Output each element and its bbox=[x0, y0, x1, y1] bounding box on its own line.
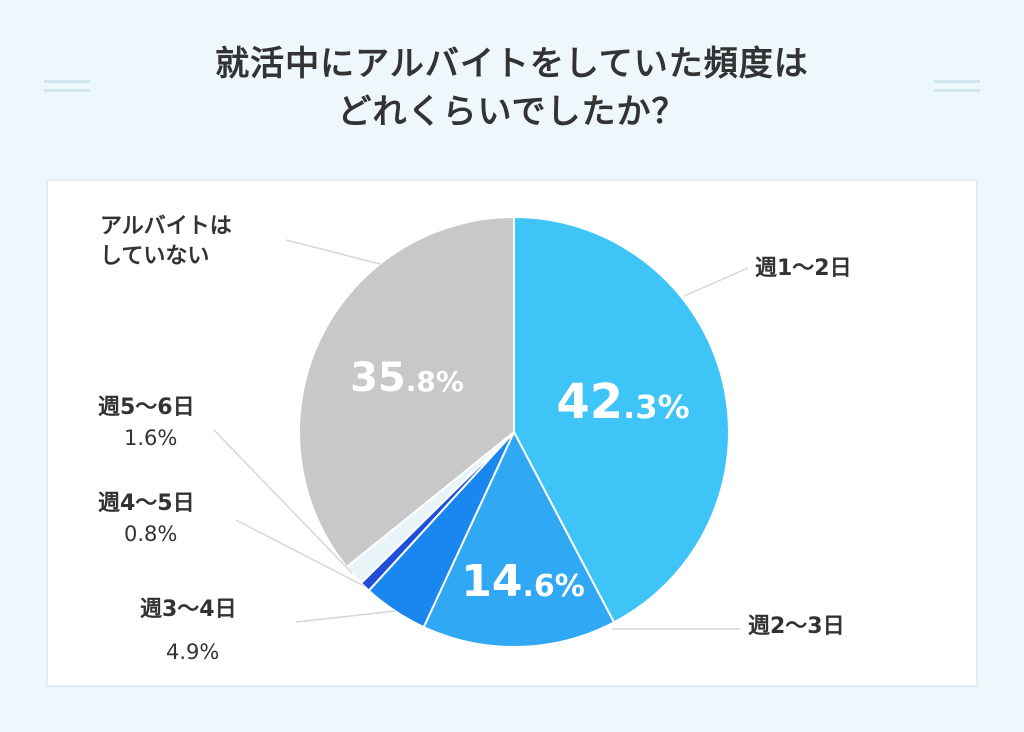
label-week-5-6-pct: 1.6% bbox=[124, 426, 178, 450]
slice-value-int-week-1-2: 42 bbox=[556, 374, 623, 430]
label-no-parttime-line1: アルバイトは bbox=[100, 214, 232, 239]
chart-title: 就活中にアルバイトをしていた頻度は どれくらいでしたか？ bbox=[0, 40, 1024, 136]
label-week-3-4: 週3〜4日 4.9% bbox=[140, 595, 237, 667]
slice-value-int-no-parttime: 35 bbox=[350, 355, 406, 401]
label-week-1-2-text: 週1〜2日 bbox=[755, 256, 852, 281]
leader-line-week-4-5 bbox=[235, 519, 365, 587]
slice-value-dec-no-parttime: .8% bbox=[406, 365, 464, 398]
title-line-1: 就活中にアルバイトをしていた頻度は bbox=[215, 44, 809, 84]
leader-line-no-parttime bbox=[285, 239, 381, 265]
title-decoration-right bbox=[934, 80, 980, 98]
pie-slice-week-2-3 bbox=[422, 429, 616, 648]
label-week-2-3-text: 週2〜3日 bbox=[748, 614, 845, 639]
label-week-5-6: 週5〜6日 1.6% bbox=[98, 393, 195, 453]
slice-value-dec-week-1-2: .3% bbox=[623, 388, 689, 426]
label-week-2-3: 週2〜3日 bbox=[748, 612, 845, 642]
pie-slice-week-1-2 bbox=[513, 215, 730, 624]
slice-value-week-1-2: 42.3% bbox=[556, 374, 689, 430]
label-week-4-5: 週4〜5日 0.8% bbox=[98, 489, 195, 549]
label-no-parttime-line2: していない bbox=[100, 244, 210, 269]
label-week-1-2: 週1〜2日 bbox=[755, 254, 852, 284]
pie-slice-no-parttime bbox=[298, 215, 515, 569]
label-no-parttime: アルバイトは していない bbox=[100, 212, 232, 272]
leader-line-week-3-4 bbox=[295, 610, 396, 623]
title-line-2: どれくらいでしたか？ bbox=[337, 92, 687, 132]
label-week-4-5-text: 週4〜5日 bbox=[98, 491, 195, 516]
slice-value-dec-week-2-3: .6% bbox=[522, 569, 584, 604]
label-week-4-5-pct: 0.8% bbox=[124, 522, 178, 546]
leader-line-week-5-6 bbox=[213, 429, 353, 574]
label-week-5-6-text: 週5〜6日 bbox=[98, 395, 195, 420]
leader-line-week-1-2 bbox=[683, 267, 749, 297]
title-decoration-left bbox=[44, 80, 90, 98]
slice-value-week-2-3: 14.6% bbox=[461, 556, 585, 607]
label-week-3-4-pct: 4.9% bbox=[166, 640, 220, 664]
slice-value-no-parttime: 35.8% bbox=[350, 355, 464, 401]
label-week-3-4-text: 週3〜4日 bbox=[140, 597, 237, 622]
slice-value-int-week-2-3: 14 bbox=[461, 556, 522, 607]
